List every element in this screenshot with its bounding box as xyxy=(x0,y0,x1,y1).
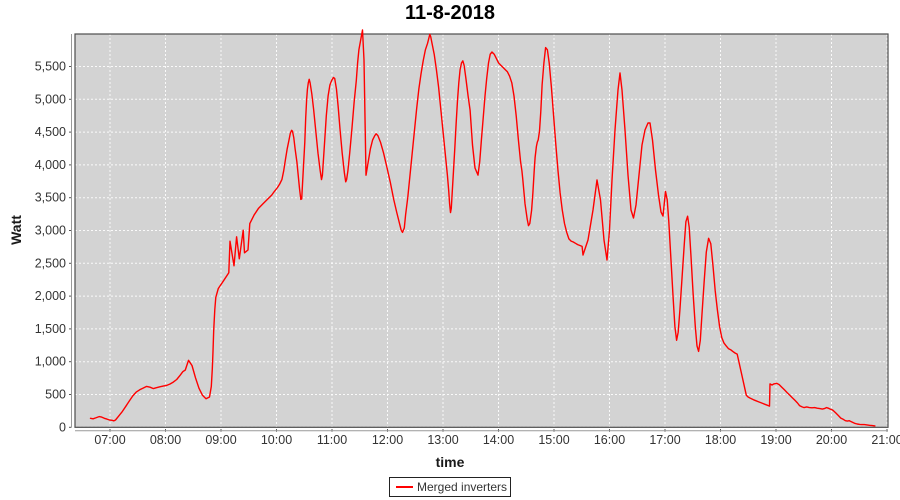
svg-text:21:00: 21:00 xyxy=(871,433,900,447)
svg-text:2,000: 2,000 xyxy=(35,289,66,303)
svg-text:4,500: 4,500 xyxy=(35,125,66,139)
svg-text:4,000: 4,000 xyxy=(35,158,66,172)
svg-text:5,000: 5,000 xyxy=(35,92,66,106)
svg-text:19:00: 19:00 xyxy=(760,433,791,447)
svg-text:18:00: 18:00 xyxy=(705,433,736,447)
svg-text:10:00: 10:00 xyxy=(261,433,292,447)
svg-text:11:00: 11:00 xyxy=(317,433,347,447)
svg-text:12:00: 12:00 xyxy=(372,433,403,447)
svg-text:1,000: 1,000 xyxy=(35,355,66,369)
svg-text:0: 0 xyxy=(59,420,66,434)
svg-text:13:00: 13:00 xyxy=(427,433,458,447)
svg-text:1,500: 1,500 xyxy=(35,322,66,336)
svg-text:09:00: 09:00 xyxy=(205,433,236,447)
svg-text:16:00: 16:00 xyxy=(594,433,625,447)
svg-text:5,500: 5,500 xyxy=(35,60,66,74)
svg-text:08:00: 08:00 xyxy=(150,433,181,447)
svg-text:07:00: 07:00 xyxy=(94,433,125,447)
svg-text:17:00: 17:00 xyxy=(649,433,680,447)
svg-text:15:00: 15:00 xyxy=(538,433,569,447)
svg-text:3,000: 3,000 xyxy=(35,224,66,238)
svg-text:3,500: 3,500 xyxy=(35,191,66,205)
svg-text:2,500: 2,500 xyxy=(35,256,66,270)
svg-text:20:00: 20:00 xyxy=(816,433,847,447)
svg-text:500: 500 xyxy=(45,388,66,402)
svg-text:14:00: 14:00 xyxy=(483,433,514,447)
